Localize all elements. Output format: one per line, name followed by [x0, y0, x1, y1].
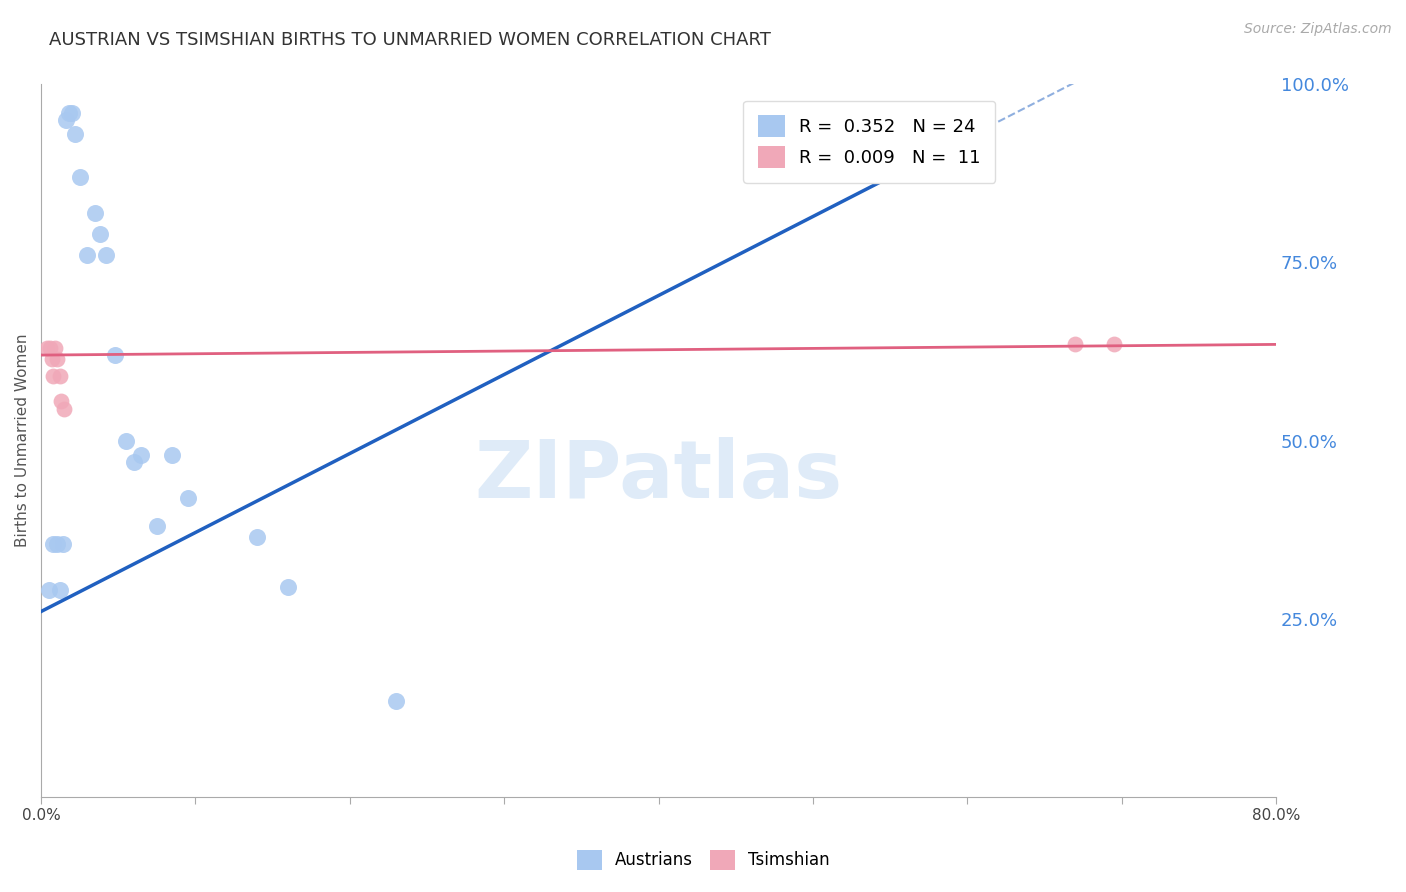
Point [177, 491, 200, 505]
Point [41, 351, 63, 366]
Point [94, 248, 117, 262]
Y-axis label: Births to Unmarried Women: Births to Unmarried Women [15, 334, 30, 548]
Point [104, 348, 127, 362]
Point [51, 394, 73, 409]
Point [122, 455, 145, 469]
Point [38, 583, 60, 598]
Point [60, 106, 83, 120]
Point [45, 537, 67, 551]
Point [146, 519, 169, 533]
Point [385, 693, 408, 707]
Point [131, 448, 153, 462]
Point [162, 448, 184, 462]
Point [37, 341, 59, 355]
Point [48, 583, 70, 598]
Point [84, 205, 107, 219]
Point [277, 580, 299, 594]
Point [42, 537, 65, 551]
Point [1102, 337, 1125, 351]
Text: AUSTRIAN VS TSIMSHIAN BIRTHS TO UNMARRIED WOMEN CORRELATION CHART: AUSTRIAN VS TSIMSHIAN BIRTHS TO UNMARRIE… [49, 31, 770, 49]
Point [1064, 337, 1087, 351]
Point [58, 106, 80, 120]
Point [69, 169, 91, 184]
Point [89, 227, 111, 241]
Point [76, 248, 98, 262]
Legend: Austrians, Tsimshian: Austrians, Tsimshian [569, 843, 837, 877]
Point [42, 369, 65, 384]
Point [39, 341, 62, 355]
Point [53, 401, 76, 416]
Text: ZIPatlas: ZIPatlas [474, 437, 842, 516]
Point [115, 434, 138, 448]
Text: Source: ZipAtlas.com: Source: ZipAtlas.com [1244, 22, 1392, 37]
Point [48, 369, 70, 384]
Legend: R =  0.352   N = 24, R =  0.009   N =  11: R = 0.352 N = 24, R = 0.009 N = 11 [744, 101, 995, 183]
Point [45, 351, 67, 366]
Point [55, 113, 77, 128]
Point [52, 537, 75, 551]
Point [246, 530, 269, 544]
Point [63, 128, 86, 142]
Point [44, 341, 66, 355]
